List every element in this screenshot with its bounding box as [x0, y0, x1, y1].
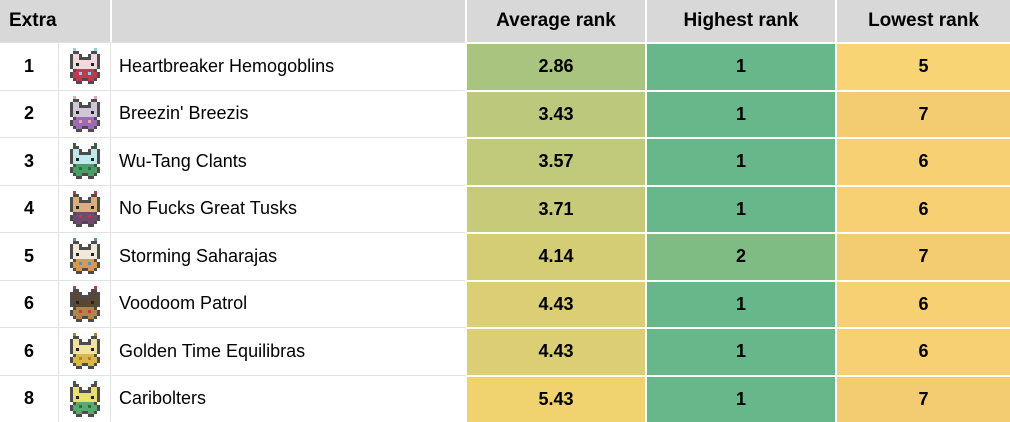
header-highest-rank[interactable]: Highest rank — [645, 0, 835, 42]
highest-rank-cell[interactable]: 1 — [645, 137, 835, 185]
voodoom-sprite — [67, 285, 103, 322]
highest-rank-cell[interactable]: 1 — [645, 89, 835, 137]
highest-rank-cell[interactable]: 2 — [645, 232, 835, 280]
highest-rank-cell[interactable]: 1 — [645, 279, 835, 327]
lowest-rank-cell[interactable]: 5 — [835, 42, 1010, 90]
table-row: 8 Caribolters 5.43 1 7 — [0, 374, 1010, 422]
lowest-rank-cell[interactable]: 7 — [835, 89, 1010, 137]
great-tusk-sprite — [67, 190, 103, 227]
rank-cell[interactable]: 6 — [0, 279, 58, 327]
team-name-cell[interactable]: Golden Time Equilibras — [110, 327, 465, 375]
breezi-sprite — [67, 95, 103, 132]
lowest-rank-cell[interactable]: 7 — [835, 374, 1010, 422]
highest-rank-cell[interactable]: 1 — [645, 42, 835, 90]
table-row: 5 Storming Saharajas 4.14 2 7 — [0, 232, 1010, 280]
average-rank-cell[interactable]: 2.86 — [465, 42, 645, 90]
average-rank-cell[interactable]: 4.14 — [465, 232, 645, 280]
saharaja-sprite — [67, 238, 103, 275]
rank-cell[interactable]: 2 — [0, 89, 58, 137]
lowest-rank-cell[interactable]: 6 — [835, 137, 1010, 185]
team-icon-cell[interactable] — [58, 374, 110, 422]
header-team[interactable] — [110, 0, 465, 42]
highest-rank-cell[interactable]: 1 — [645, 327, 835, 375]
caribolt-sprite — [67, 380, 103, 417]
team-icon-cell[interactable] — [58, 327, 110, 375]
table-row: 2 Breezin' Breezis 3.43 1 7 — [0, 89, 1010, 137]
team-name-cell[interactable]: Breezin' Breezis — [110, 89, 465, 137]
team-icon-cell[interactable] — [58, 232, 110, 280]
lowest-rank-cell[interactable]: 7 — [835, 232, 1010, 280]
team-icon-cell[interactable] — [58, 42, 110, 90]
clant-sprite — [67, 143, 103, 180]
lowest-rank-cell[interactable]: 6 — [835, 184, 1010, 232]
rank-cell[interactable]: 3 — [0, 137, 58, 185]
team-name-cell[interactable]: No Fucks Great Tusks — [110, 184, 465, 232]
header-row: Extra Average rank Highest rank Lowest r… — [0, 0, 1010, 42]
highest-rank-cell[interactable]: 1 — [645, 374, 835, 422]
table-row: 4 No Fucks Great Tusks 3.71 1 6 — [0, 184, 1010, 232]
average-rank-cell[interactable]: 4.43 — [465, 327, 645, 375]
equilibra-sprite — [67, 333, 103, 370]
team-name-cell[interactable]: Voodoom Patrol — [110, 279, 465, 327]
average-rank-cell[interactable]: 3.57 — [465, 137, 645, 185]
table-row: 6 Golden Time Equilibras 4.43 1 6 — [0, 327, 1010, 375]
team-icon-cell[interactable] — [58, 89, 110, 137]
team-name-cell[interactable]: Wu-Tang Clants — [110, 137, 465, 185]
highest-rank-cell[interactable]: 1 — [645, 184, 835, 232]
header-extra[interactable]: Extra — [0, 0, 110, 42]
table-row: 3 Wu-Tang Clants 3.57 1 6 — [0, 137, 1010, 185]
rank-cell[interactable]: 5 — [0, 232, 58, 280]
lowest-rank-cell[interactable]: 6 — [835, 279, 1010, 327]
average-rank-cell[interactable]: 3.43 — [465, 89, 645, 137]
rank-cell[interactable]: 8 — [0, 374, 58, 422]
table-row: 6 Voodoom Patrol 4.43 1 6 — [0, 279, 1010, 327]
rank-cell[interactable]: 6 — [0, 327, 58, 375]
average-rank-cell[interactable]: 4.43 — [465, 279, 645, 327]
team-name-cell[interactable]: Caribolters — [110, 374, 465, 422]
team-icon-cell[interactable] — [58, 137, 110, 185]
team-icon-cell[interactable] — [58, 184, 110, 232]
rank-cell[interactable]: 1 — [0, 42, 58, 90]
lowest-rank-cell[interactable]: 6 — [835, 327, 1010, 375]
average-rank-cell[interactable]: 3.71 — [465, 184, 645, 232]
header-lowest-rank[interactable]: Lowest rank — [835, 0, 1010, 42]
average-rank-cell[interactable]: 5.43 — [465, 374, 645, 422]
team-icon-cell[interactable] — [58, 279, 110, 327]
hemogoblin-sprite — [67, 48, 103, 85]
rank-cell[interactable]: 4 — [0, 184, 58, 232]
table-row: 1 Heartbreaker Hemogoblins 2.86 1 5 — [0, 42, 1010, 90]
header-average-rank[interactable]: Average rank — [465, 0, 645, 42]
team-name-cell[interactable]: Heartbreaker Hemogoblins — [110, 42, 465, 90]
team-name-cell[interactable]: Storming Saharajas — [110, 232, 465, 280]
